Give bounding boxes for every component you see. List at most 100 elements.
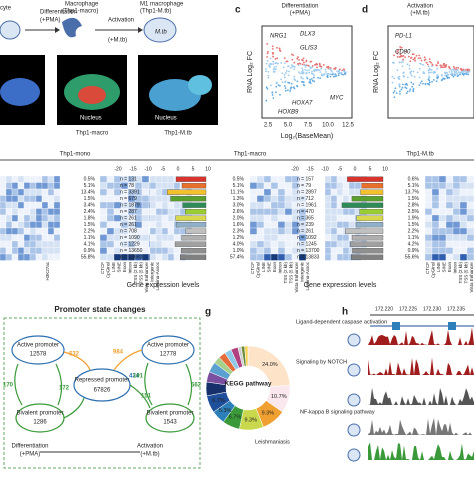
row-label: H3K27ac xyxy=(45,261,50,280)
heatmap-cell xyxy=(17,234,25,242)
heatmap-cell xyxy=(324,234,332,242)
scatter-dot xyxy=(339,72,342,75)
expression-box xyxy=(361,183,384,189)
column-label: Vista Enhancer xyxy=(469,261,474,292)
n-label: n = 679 xyxy=(120,196,137,202)
heatmap-cell xyxy=(29,221,37,229)
x-tick-label: 2.5 xyxy=(264,123,273,129)
percent-label: 2.3% xyxy=(233,228,245,234)
scatter-dot xyxy=(302,81,305,83)
heatmap-cell xyxy=(23,247,31,255)
heatmap-cell xyxy=(35,214,43,222)
heatmap-cell xyxy=(452,221,461,229)
heatmap-cell xyxy=(149,175,157,183)
axis-title: Gene expression levels xyxy=(304,282,377,289)
heatmap-cell xyxy=(324,195,332,203)
heatmap-cell xyxy=(155,175,163,183)
heatmap-cell xyxy=(35,201,43,209)
scatter-dot xyxy=(412,53,415,56)
scatter-dot xyxy=(281,81,284,84)
scatter-dot xyxy=(301,63,304,66)
heatmap-cell xyxy=(35,221,43,229)
heatmap-cell xyxy=(459,227,468,235)
scatter-dot xyxy=(276,46,278,49)
scatter-dot xyxy=(265,68,267,70)
scatter-dot xyxy=(419,57,422,59)
slice-label: 6.7% xyxy=(229,415,242,421)
heatmap-cell xyxy=(53,227,61,235)
n-label: n = 131 xyxy=(120,176,137,182)
plot-frame xyxy=(387,25,474,119)
scatter-dot xyxy=(432,71,435,74)
pathway-note: Signaling by NOTCH xyxy=(296,359,347,365)
heatmap-cell xyxy=(167,253,175,261)
scatter-dot xyxy=(431,65,433,68)
percent-label: 0.9% xyxy=(408,248,420,254)
heatmap-cell xyxy=(173,253,181,261)
heatmap-cell xyxy=(23,188,31,196)
scatter-dot xyxy=(399,53,402,56)
heatmap-cell xyxy=(256,234,265,242)
heatmap-cell xyxy=(11,240,19,248)
heatmap-cell xyxy=(424,175,433,183)
scatter-dot xyxy=(266,52,269,55)
heatmap-cell xyxy=(149,195,157,203)
scatter-dot xyxy=(409,71,411,74)
heatmap-cell xyxy=(35,195,43,203)
heatmap-cell xyxy=(249,240,258,248)
scatter-dot xyxy=(418,67,421,70)
heatmap-cell xyxy=(336,227,344,235)
node-label: 12578 xyxy=(30,352,47,358)
heatmap-cell xyxy=(324,182,332,190)
heatmap-cell xyxy=(179,208,187,216)
column-label: LINE xyxy=(111,262,116,272)
column-label: Exon xyxy=(447,262,452,273)
heatmap-cell xyxy=(342,208,350,216)
scatter-dot xyxy=(286,60,289,63)
heatmap-cell xyxy=(29,195,37,203)
heatmap-cell xyxy=(330,182,338,190)
heatmap-cell xyxy=(149,201,157,209)
heatmap-cell xyxy=(106,247,115,255)
heatmap-cell xyxy=(173,234,181,242)
heatmap-cell xyxy=(452,195,461,203)
heatmap-cell xyxy=(29,201,37,209)
scatter-dot xyxy=(269,62,272,65)
scatter-dot xyxy=(265,62,268,65)
gene-label: CD80 xyxy=(395,50,411,56)
scatter-dot xyxy=(272,63,275,66)
heatmap-cell xyxy=(29,188,37,196)
heatmap-cell xyxy=(324,221,332,229)
scatter-dot xyxy=(319,65,321,68)
axis-tick: -5 xyxy=(161,166,166,172)
gene-label: PD-L1 xyxy=(395,34,412,40)
heatmap-cell xyxy=(0,221,7,229)
scatter-dot xyxy=(303,61,305,64)
scatter-dot xyxy=(322,64,325,66)
heatmap-cell xyxy=(0,182,7,190)
scatter-dot xyxy=(425,61,428,64)
heatmap-cell xyxy=(5,195,13,203)
heatmap-cell xyxy=(11,247,19,255)
scatter-dot xyxy=(452,65,455,68)
scatter-dot xyxy=(468,68,470,71)
scatter-dot xyxy=(272,55,274,58)
heatmap-cell xyxy=(149,208,157,216)
slice-label: 9.3% xyxy=(244,417,257,423)
label: (+M.tb) xyxy=(140,452,159,458)
scatter-dot xyxy=(342,68,345,71)
heatmap-cell xyxy=(424,195,433,203)
heatmap-cell xyxy=(284,227,293,235)
slice-label: 10.7% xyxy=(271,394,287,400)
heatmap-cell xyxy=(256,201,265,209)
arrow xyxy=(63,351,91,371)
node-label: Active promoter xyxy=(147,343,189,349)
expression-box xyxy=(351,254,384,260)
heatmap-cell xyxy=(270,221,279,229)
heatmap-cell xyxy=(155,247,163,255)
scatter-dot xyxy=(450,71,453,73)
column-label: CTCF xyxy=(250,262,255,274)
heatmap-cell xyxy=(29,208,37,216)
heatmap-cell xyxy=(277,182,286,190)
